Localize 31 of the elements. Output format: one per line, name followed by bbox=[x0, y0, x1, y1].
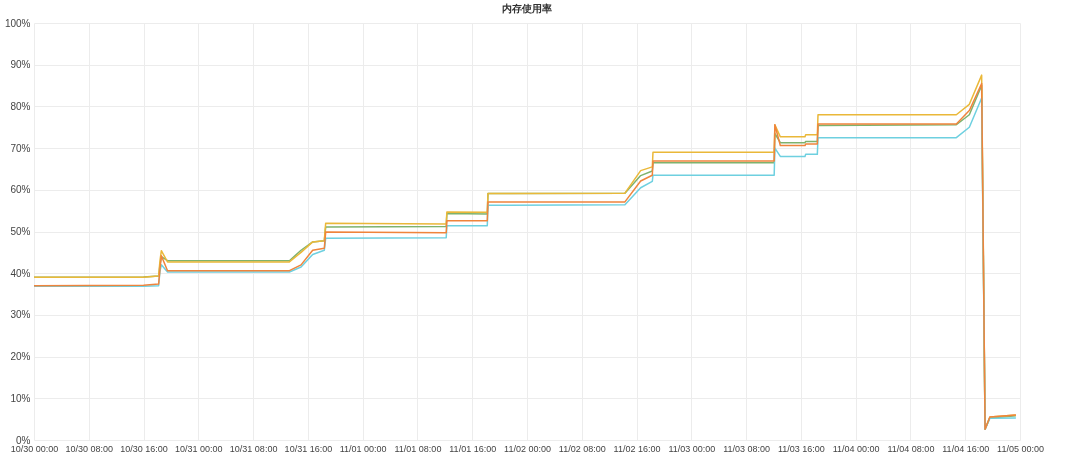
y-tick-label: 20% bbox=[10, 351, 31, 363]
y-tick-label: 90% bbox=[10, 59, 31, 71]
x-tick-label: 11/01 00:00 bbox=[339, 443, 387, 454]
x-tick-label: 11/02 00:00 bbox=[504, 443, 551, 454]
x-tick-label: 10/30 00:00 bbox=[10, 443, 59, 454]
y-tick-label: 10% bbox=[10, 392, 31, 404]
x-tick-label: 10/31 08:00 bbox=[229, 443, 278, 454]
x-tick-label: 11/03 00:00 bbox=[668, 443, 716, 454]
chart-title: 内存使用率 bbox=[502, 3, 552, 14]
y-tick-label: 0% bbox=[16, 434, 31, 446]
x-tick-label: 10/30 08:00 bbox=[65, 443, 114, 454]
x-tick-label: 11/04 00:00 bbox=[832, 443, 880, 454]
x-tick-label: 11/03 08:00 bbox=[723, 443, 771, 454]
x-tick-label: 11/02 16:00 bbox=[613, 443, 661, 454]
y-tick-label: 30% bbox=[10, 309, 31, 321]
y-tick-label: 100% bbox=[4, 17, 31, 29]
y-tick-label: 50% bbox=[10, 226, 31, 237]
x-tick-label: 10/30 16:00 bbox=[120, 443, 168, 454]
x-tick-label: 11/05 00:00 bbox=[997, 443, 1044, 454]
x-tick-label: 10/31 00:00 bbox=[175, 443, 223, 454]
x-tick-label: 11/04 08:00 bbox=[887, 443, 935, 454]
y-tick-label: 80% bbox=[10, 100, 31, 112]
x-tick-label: 10/31 16:00 bbox=[284, 443, 333, 454]
y-tick-label: 70% bbox=[10, 142, 31, 154]
x-tick-label: 11/01 08:00 bbox=[394, 443, 442, 454]
x-tick-label: 11/04 16:00 bbox=[942, 443, 990, 454]
y-tick-label: 40% bbox=[10, 267, 31, 279]
y-tick-label: 60% bbox=[10, 184, 31, 196]
x-tick-label: 11/02 08:00 bbox=[558, 443, 606, 454]
x-tick-label: 11/03 16:00 bbox=[777, 443, 825, 454]
x-tick-label: 11/01 16:00 bbox=[449, 443, 497, 454]
